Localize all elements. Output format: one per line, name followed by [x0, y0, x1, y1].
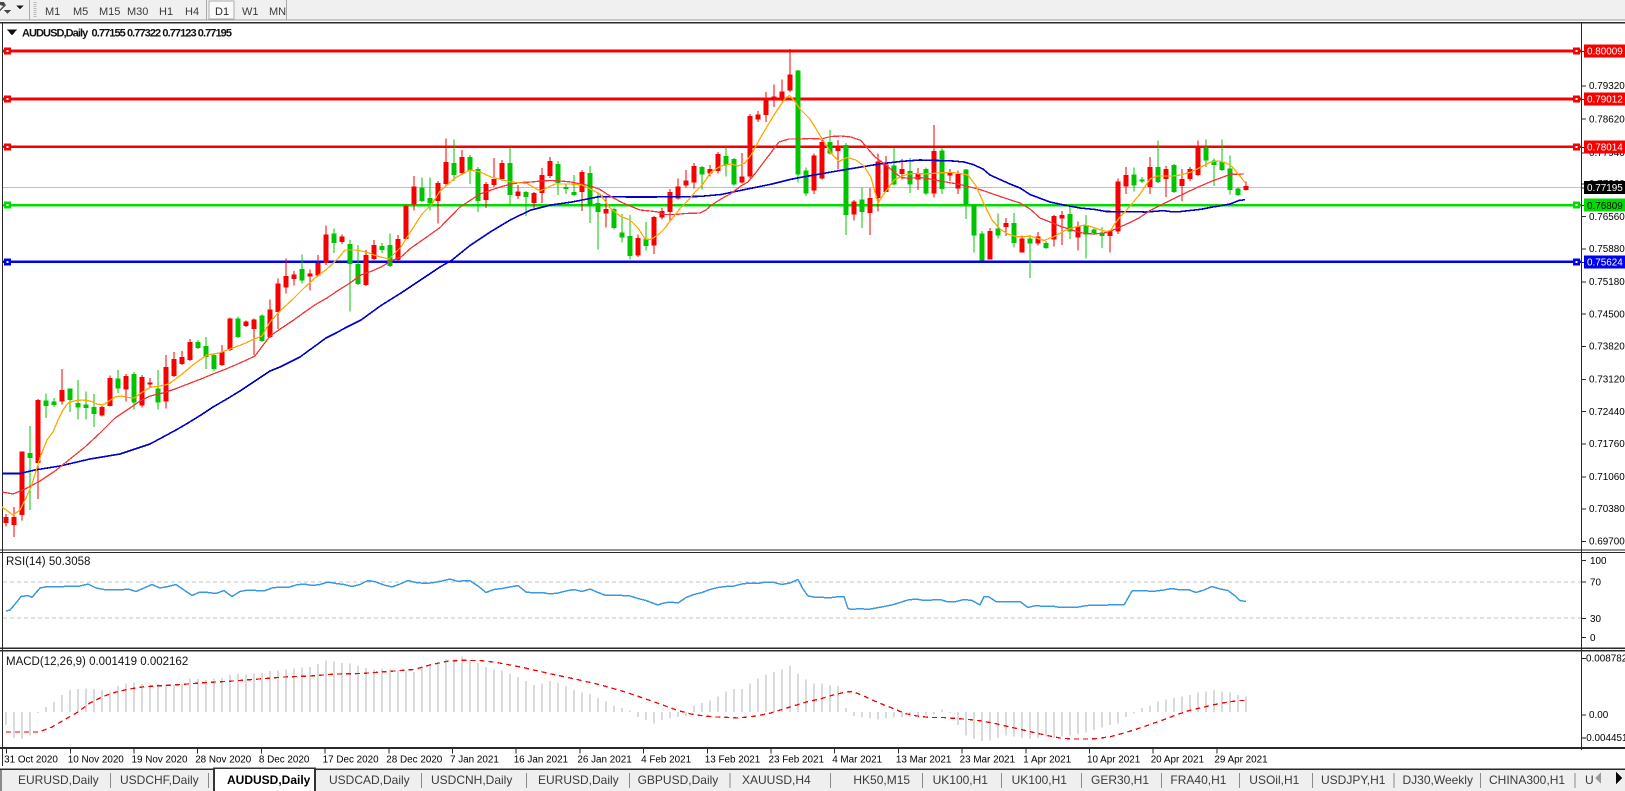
- svg-text:10 Apr 2021: 10 Apr 2021: [1087, 755, 1141, 766]
- svg-text:0.77195: 0.77195: [1587, 183, 1623, 194]
- svg-text:0.75180: 0.75180: [1589, 277, 1625, 288]
- svg-text:8 Dec 2020: 8 Dec 2020: [259, 755, 310, 766]
- svg-text:0.70380: 0.70380: [1589, 504, 1625, 515]
- svg-text:HK50,M15: HK50,M15: [853, 773, 910, 787]
- svg-text:USDCNH,Daily: USDCNH,Daily: [431, 773, 512, 787]
- svg-text:GER30,H1: GER30,H1: [1091, 773, 1149, 787]
- svg-text:4 Mar 2021: 4 Mar 2021: [832, 755, 882, 766]
- svg-text:M30: M30: [127, 6, 148, 18]
- svg-text:4 Feb 2021: 4 Feb 2021: [641, 755, 691, 766]
- svg-text:U: U: [1585, 773, 1594, 787]
- svg-text:H4: H4: [185, 6, 199, 18]
- svg-text:70: 70: [1590, 578, 1601, 589]
- svg-text:17 Dec 2020: 17 Dec 2020: [323, 755, 380, 766]
- svg-text:1 Apr 2021: 1 Apr 2021: [1023, 755, 1071, 766]
- svg-text:0.75880: 0.75880: [1589, 244, 1625, 255]
- svg-text:EURUSD,Daily: EURUSD,Daily: [538, 773, 619, 787]
- svg-text:0.71060: 0.71060: [1589, 472, 1625, 483]
- svg-text:0.69700: 0.69700: [1589, 536, 1625, 547]
- svg-text:D1: D1: [215, 6, 229, 18]
- svg-text:10 Nov 2020: 10 Nov 2020: [68, 755, 125, 766]
- svg-text:USDCAD,Daily: USDCAD,Daily: [329, 773, 410, 787]
- svg-text:23 Mar 2021: 23 Mar 2021: [960, 755, 1016, 766]
- svg-text:DJ30,Weekly: DJ30,Weekly: [1403, 773, 1473, 787]
- svg-text:29 Apr 2021: 29 Apr 2021: [1214, 755, 1268, 766]
- svg-text:H1: H1: [159, 6, 173, 18]
- svg-text:0.73820: 0.73820: [1589, 342, 1625, 353]
- svg-text:30: 30: [1590, 614, 1601, 625]
- svg-text:31 Oct 2020: 31 Oct 2020: [4, 755, 58, 766]
- svg-text:13 Feb 2021: 13 Feb 2021: [705, 755, 761, 766]
- svg-text:0.78014: 0.78014: [1587, 143, 1623, 154]
- svg-text:23 Feb 2021: 23 Feb 2021: [769, 755, 825, 766]
- svg-text:UK100,H1: UK100,H1: [1012, 773, 1068, 787]
- svg-text:0.72440: 0.72440: [1589, 407, 1625, 418]
- svg-text:0.76560: 0.76560: [1589, 212, 1625, 223]
- svg-text:0.79012: 0.79012: [1587, 95, 1623, 106]
- svg-text:0.008782: 0.008782: [1586, 654, 1625, 665]
- svg-text:M1: M1: [45, 6, 60, 18]
- svg-text:0.71760: 0.71760: [1589, 439, 1625, 450]
- svg-text:0.73120: 0.73120: [1589, 375, 1625, 386]
- svg-text:AUDUSD,Daily 0.77155 0.77322: AUDUSD,Daily 0.77155 0.77322 0.77123 0.7…: [22, 28, 232, 40]
- svg-text:100: 100: [1590, 556, 1607, 567]
- svg-text:EURUSD,Daily: EURUSD,Daily: [18, 773, 99, 787]
- svg-text:20 Apr 2021: 20 Apr 2021: [1151, 755, 1205, 766]
- svg-text:-0.004451: -0.004451: [1583, 733, 1625, 744]
- svg-text:FRA40,H1: FRA40,H1: [1170, 773, 1226, 787]
- svg-text:RSI(14) 50.3058: RSI(14) 50.3058: [6, 556, 90, 568]
- svg-text:USOil,H1: USOil,H1: [1249, 773, 1299, 787]
- svg-text:0.78620: 0.78620: [1589, 114, 1625, 125]
- svg-text:19 Nov 2020: 19 Nov 2020: [132, 755, 189, 766]
- svg-text:GBPUSD,Daily: GBPUSD,Daily: [638, 773, 719, 787]
- svg-text:28 Dec 2020: 28 Dec 2020: [386, 755, 443, 766]
- svg-text:0.74500: 0.74500: [1589, 309, 1625, 320]
- svg-text:M5: M5: [73, 6, 88, 18]
- svg-text:W1: W1: [242, 6, 259, 18]
- svg-text:13 Mar 2021: 13 Mar 2021: [896, 755, 952, 766]
- svg-text:7 Jan 2021: 7 Jan 2021: [450, 755, 499, 766]
- svg-text:MN: MN: [269, 6, 286, 18]
- svg-text:28 Nov 2020: 28 Nov 2020: [195, 755, 252, 766]
- svg-text:0.00: 0.00: [1589, 710, 1609, 721]
- svg-text:CHINA300,H1: CHINA300,H1: [1489, 773, 1565, 787]
- svg-text:0.79320: 0.79320: [1589, 81, 1625, 92]
- svg-text:XAUUSD,H4: XAUUSD,H4: [742, 773, 811, 787]
- svg-text:0.80009: 0.80009: [1587, 47, 1623, 58]
- svg-text:16 Jan 2021: 16 Jan 2021: [514, 755, 569, 766]
- svg-text:USDJPY,H1: USDJPY,H1: [1321, 773, 1386, 787]
- svg-text:26 Jan 2021: 26 Jan 2021: [577, 755, 632, 766]
- svg-text:AUDUSD,Daily: AUDUSD,Daily: [227, 773, 311, 787]
- svg-text:MACD(12,26,9) 0.001419 0.00216: MACD(12,26,9) 0.001419 0.002162: [6, 656, 188, 668]
- svg-text:M15: M15: [99, 6, 120, 18]
- svg-text:0.76809: 0.76809: [1587, 201, 1623, 212]
- svg-text:0.77940: 0.77940: [1589, 148, 1625, 159]
- svg-text:UK100,H1: UK100,H1: [933, 773, 989, 787]
- svg-text:0.75624: 0.75624: [1587, 258, 1623, 269]
- svg-text:0: 0: [1590, 633, 1596, 644]
- svg-text:USDCHF,Daily: USDCHF,Daily: [120, 773, 199, 787]
